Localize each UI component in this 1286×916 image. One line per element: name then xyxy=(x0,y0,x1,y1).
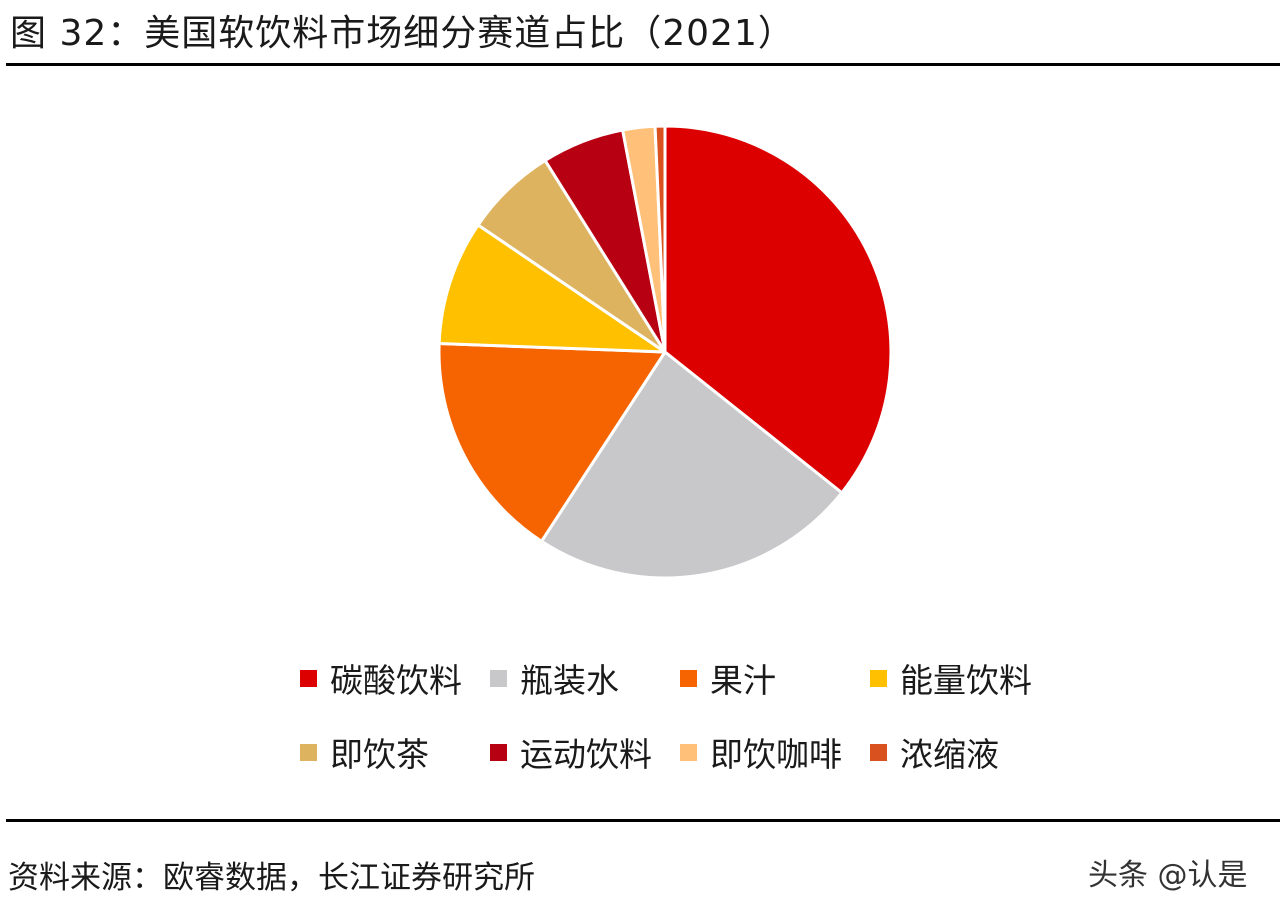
legend-swatch xyxy=(490,669,507,687)
bottom-rule xyxy=(6,819,1280,822)
legend-item-bottled-water: 瓶装水 xyxy=(490,650,680,706)
pie-slice-juice xyxy=(437,341,667,543)
legend-label: 即饮茶 xyxy=(330,735,429,774)
pie-slice-energy xyxy=(437,223,667,354)
pie-chart xyxy=(437,124,893,580)
legend-label: 瓶装水 xyxy=(520,661,619,700)
legend-swatch xyxy=(870,743,887,761)
legend-item-sports: 运动饮料 xyxy=(490,724,680,780)
legend-swatch xyxy=(680,743,697,761)
legend-label: 浓缩液 xyxy=(900,735,999,774)
pie-slice-carbonated xyxy=(663,124,893,495)
legend-item-concentrates: 浓缩液 xyxy=(870,724,1060,780)
watermark: 头条 @认是 xyxy=(1088,858,1248,893)
legend-label: 碳酸饮料 xyxy=(330,661,462,700)
pie-slice-bottled-water xyxy=(540,350,844,580)
legend-swatch xyxy=(490,743,507,761)
legend-label: 运动饮料 xyxy=(520,735,652,774)
pie-slices xyxy=(437,124,893,580)
legend: 碳酸饮料 瓶装水 果汁 能量饮料 即饮茶 运动饮料 即饮咖啡 浓缩 xyxy=(300,650,1100,798)
legend-swatch xyxy=(680,669,697,687)
legend-item-rtd-coffee: 即饮咖啡 xyxy=(680,724,870,780)
source-note: 资料来源：欧睿数据，长江证券研究所 xyxy=(8,860,535,896)
top-rule xyxy=(6,63,1280,66)
legend-row-1: 碳酸饮料 瓶装水 果汁 能量饮料 xyxy=(300,650,1100,706)
pie-slice-concentrates xyxy=(653,124,667,354)
figure-title: 图 32：美国软饮料市场细分赛道占比（2021） xyxy=(10,13,795,54)
legend-row-2: 即饮茶 运动饮料 即饮咖啡 浓缩液 xyxy=(300,724,1100,780)
legend-item-rtd-tea: 即饮茶 xyxy=(300,724,490,780)
legend-item-juice: 果汁 xyxy=(680,650,870,706)
legend-label: 果汁 xyxy=(710,661,776,700)
legend-swatch xyxy=(300,669,317,687)
legend-swatch xyxy=(300,743,317,761)
legend-item-energy: 能量饮料 xyxy=(870,650,1060,706)
legend-label: 即饮咖啡 xyxy=(710,735,842,774)
legend-item-carbonated: 碳酸饮料 xyxy=(300,650,490,706)
legend-label: 能量饮料 xyxy=(900,661,1032,700)
legend-swatch xyxy=(870,669,887,687)
